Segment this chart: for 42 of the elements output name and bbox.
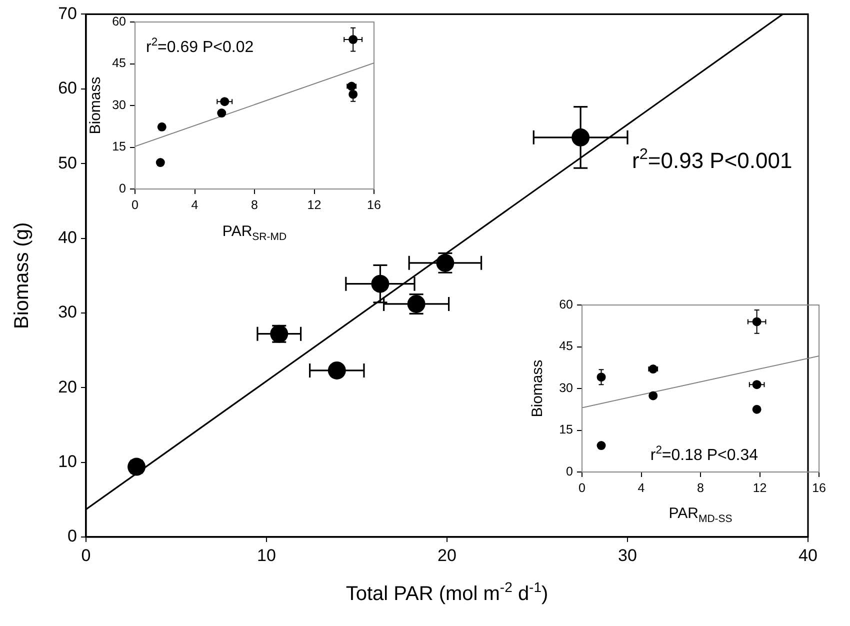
y-tick-label: 0 bbox=[68, 526, 77, 546]
y-axis-title: Biomass bbox=[87, 76, 104, 134]
y-tick-label: 45 bbox=[559, 339, 574, 354]
y-tick-label: 15 bbox=[559, 422, 574, 437]
x-tick-label: 12 bbox=[307, 198, 322, 212]
y-tick-label: 40 bbox=[58, 228, 77, 247]
x-tick-label: 30 bbox=[618, 546, 637, 565]
y-tick-label: 10 bbox=[58, 452, 77, 471]
x-tick-label: 12 bbox=[752, 480, 767, 495]
point bbox=[752, 404, 762, 414]
x-tick-label: 4 bbox=[191, 198, 198, 212]
x-tick-label: 0 bbox=[81, 546, 91, 565]
y-tick-label: 60 bbox=[112, 14, 126, 28]
point bbox=[157, 122, 166, 132]
x-tick-label: 10 bbox=[257, 546, 276, 565]
x-tick-label: 8 bbox=[697, 480, 704, 495]
x-tick-label: 16 bbox=[367, 198, 381, 212]
y-tick-label: 30 bbox=[559, 380, 574, 395]
point bbox=[217, 108, 226, 118]
x-tick-label: 40 bbox=[798, 546, 818, 565]
y-tick-label: 15 bbox=[112, 140, 126, 154]
x-tick-label: 4 bbox=[638, 480, 645, 495]
y-tick-label: 0 bbox=[119, 181, 126, 196]
x-tick-label: 8 bbox=[251, 198, 258, 212]
y-tick-label: 30 bbox=[58, 302, 77, 322]
x-tick-label: 0 bbox=[132, 198, 139, 212]
y-tick-label: 50 bbox=[58, 153, 77, 172]
point bbox=[156, 158, 165, 168]
y-tick-label: 45 bbox=[112, 56, 126, 70]
point bbox=[596, 441, 606, 450]
x-tick-label: 16 bbox=[812, 480, 826, 495]
x-tick-label: 0 bbox=[578, 480, 586, 495]
y-axis-title: Biomass bbox=[529, 360, 546, 418]
point bbox=[648, 391, 658, 400]
y-tick-label: 70 bbox=[58, 4, 77, 23]
y-tick-label: 30 bbox=[112, 98, 126, 112]
y-axis-title: Biomass (g) bbox=[11, 222, 33, 329]
y-tick-label: 60 bbox=[58, 78, 77, 98]
y-tick-label: 20 bbox=[58, 377, 77, 396]
y-tick-label: 60 bbox=[559, 297, 574, 312]
x-tick-label: 20 bbox=[438, 546, 456, 565]
y-tick-label: 0 bbox=[566, 464, 574, 478]
